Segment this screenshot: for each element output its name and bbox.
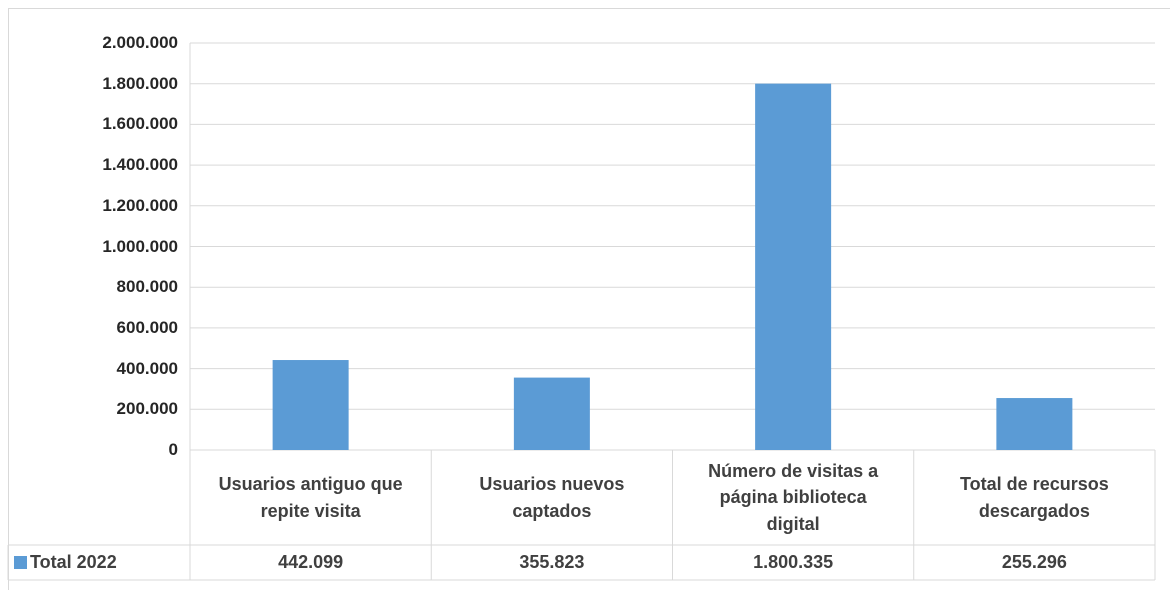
legend-swatch [14,556,27,569]
y-tick-label: 200.000 [116,399,178,419]
bar [755,83,832,450]
value-label: 442.099 [278,552,344,573]
value-label: 255.296 [1001,552,1067,573]
bar [996,398,1073,450]
y-tick-label: 1.000.000 [102,236,178,256]
y-tick-label: 1.800.000 [102,73,178,93]
y-tick-label: 2.000.000 [102,33,178,52]
y-tick-label: 800.000 [116,277,178,297]
y-tick-label: 400.000 [116,358,178,378]
legend-label: Total 2022 [30,552,117,573]
y-tick-label: 1.400.000 [102,155,178,175]
y-tick-label: 0 [168,440,178,459]
value-label: 355.823 [519,552,585,573]
x-tick-label: Usuarios nuevos captados [479,474,625,521]
y-tick-label: 1.600.000 [102,114,178,134]
x-tick-label: Usuarios antiguo que repite visita [218,474,403,521]
bar [272,360,349,450]
x-tick-label: Número de visitas a página biblioteca di… [708,461,879,534]
bar [513,377,590,450]
y-tick-label: 1.200.000 [102,195,178,215]
value-label: 1.800.335 [753,552,834,573]
y-tick-label: 600.000 [116,317,178,337]
x-tick-label: Total de recursos descargados [960,474,1109,521]
chart-frame [8,8,1170,590]
